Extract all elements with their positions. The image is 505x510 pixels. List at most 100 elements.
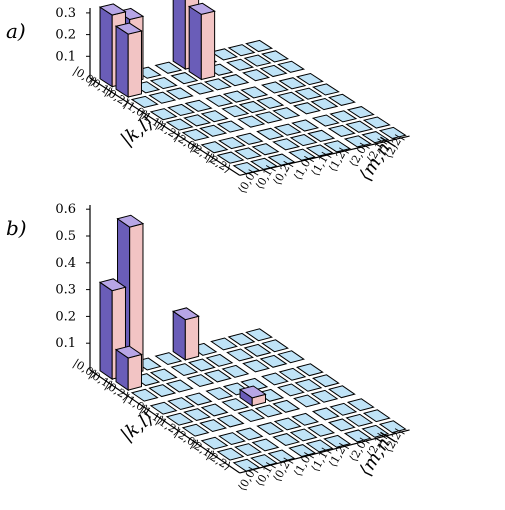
grid-tile [261,339,289,353]
panel-label: b) [6,216,27,240]
grid-tile [130,388,159,402]
grid-tile [205,94,234,107]
grid-tile [227,332,256,346]
z-tick-label: 0.1 [55,49,76,64]
grid-tile [184,99,213,112]
row-axis [89,77,241,176]
grid-tile [256,422,285,436]
grid-tile [307,129,336,142]
bar-front [127,353,142,391]
grid-tile [294,378,323,392]
grid-tile [227,44,256,57]
grid-tile [165,87,194,100]
grid-tile [216,120,245,133]
grid-tile [278,77,307,90]
grid-tile [259,354,288,368]
grid-tile [362,409,391,423]
grid-tile [221,364,250,378]
grid-tile [130,95,159,108]
panel-label: a) [6,19,26,43]
grid-tile [221,74,250,87]
grid-tile [154,61,183,74]
grid-tile [277,383,305,397]
grid-tile [170,363,199,377]
bar-side [99,281,113,381]
grid-tile [251,438,280,452]
grid-tile [237,409,266,423]
grid-tile [305,144,334,157]
grid-tile [199,124,228,137]
grid-tile [165,412,194,426]
grid-tile [329,402,358,416]
bar-top [98,3,127,16]
bar-top [114,22,143,35]
grid-tile [165,118,194,131]
grid-tile [234,147,262,160]
grid-tile [295,72,324,86]
grid-tile [218,432,246,446]
grid-tile [218,136,246,150]
grid-tile [148,91,177,104]
bar-front [184,315,200,361]
grid-tile [288,148,317,161]
grid-tile [226,58,255,71]
grid-tile [181,128,210,142]
grid-tile [245,328,273,342]
grid-tile [328,385,356,399]
z-tick-label: 0.6 [55,202,76,217]
grid-tile [294,87,323,100]
grid-tile [378,126,407,140]
col-axis [239,135,410,176]
grid-tile [327,418,356,432]
grid-tile [292,102,321,115]
grid-tile [243,343,272,357]
grid-tile [216,414,245,428]
chart-panel-1: a)0.10.20.3|0,0⟩|0,1⟩|0,2⟩|1,0⟩|1,1⟩|1,2… [6,0,410,196]
bar-top [187,2,216,15]
bar-top [114,345,143,359]
grid-tile [256,96,285,109]
grid-tile [187,358,216,372]
grid-tile [222,90,251,103]
grid-tile [149,368,178,382]
grid-tile [149,401,178,415]
z-tick-label: 0.2 [55,309,76,324]
grid-tile [261,50,290,63]
grid-tile [242,359,270,373]
grid-tile [311,407,340,421]
bar-top [98,278,127,292]
grid-tile [165,379,194,393]
grid-tile [183,114,212,127]
bar-top [116,214,145,228]
grid-tile [310,389,339,403]
grid-tile [261,372,289,386]
grid-tile [240,86,269,99]
grid-tile [183,408,212,422]
grid-tile [305,439,334,453]
grid-tile [259,64,288,78]
grid-tile [272,399,301,413]
grid-tile [167,103,196,117]
grid-tile [235,132,264,145]
grid-tile [323,140,352,153]
row-axis [89,369,241,474]
grid-tile [186,374,215,388]
grid-tile [273,123,302,136]
grid-tile [310,97,339,111]
grid-tile [272,138,301,151]
grid-tile [345,413,374,427]
grid-tile [327,124,356,138]
grid-tile [307,423,336,437]
grid-tile [235,427,264,441]
grid-tile [226,348,254,362]
grid-tile [170,72,199,85]
grid-tile [149,77,178,90]
grid-tile [216,151,245,164]
grid-tile [205,353,234,367]
grid-tile [256,127,285,140]
grid-tile [203,78,232,91]
grid-tile [378,420,407,434]
grid-tile [278,367,307,381]
grid-tile [200,436,229,450]
bar-top [171,307,200,321]
